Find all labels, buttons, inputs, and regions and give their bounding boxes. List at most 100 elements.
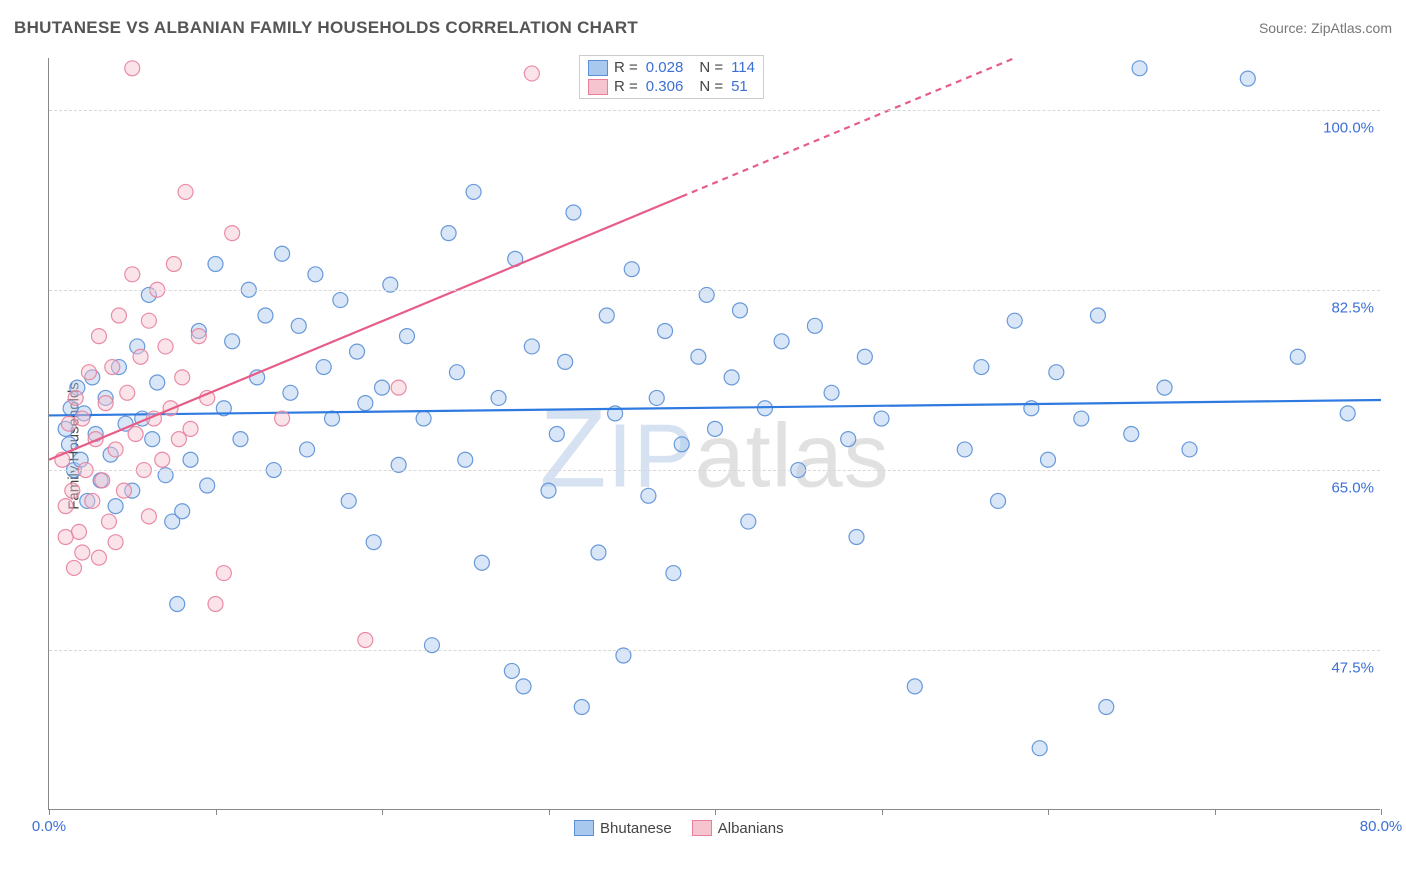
scatter-point xyxy=(341,493,356,508)
scatter-point xyxy=(666,566,681,581)
scatter-point xyxy=(58,499,73,514)
header: BHUTANESE VS ALBANIAN FAMILY HOUSEHOLDS … xyxy=(14,18,1392,38)
gridline xyxy=(49,290,1380,291)
scatter-point xyxy=(283,385,298,400)
scatter-point xyxy=(108,499,123,514)
x-tick-mark xyxy=(715,809,716,815)
legend-stats-row: R =0.306N = 51 xyxy=(586,77,757,96)
scatter-point xyxy=(145,432,160,447)
scatter-point xyxy=(101,514,116,529)
scatter-point xyxy=(624,262,639,277)
legend-series-item: Albanians xyxy=(692,820,784,837)
scatter-point xyxy=(841,432,856,447)
gridline xyxy=(49,470,1380,471)
scatter-point xyxy=(58,530,73,545)
scatter-point xyxy=(466,184,481,199)
scatter-point xyxy=(541,483,556,498)
scatter-point xyxy=(1032,741,1047,756)
scatter-point xyxy=(98,396,113,411)
scatter-point xyxy=(724,370,739,385)
gridline xyxy=(49,650,1380,651)
scatter-point xyxy=(524,66,539,81)
legend-r-value: 0.028 xyxy=(646,59,684,76)
scatter-point xyxy=(111,308,126,323)
scatter-point xyxy=(558,354,573,369)
scatter-point xyxy=(150,375,165,390)
gridline xyxy=(49,110,1380,111)
scatter-point xyxy=(141,313,156,328)
x-tick-mark xyxy=(1048,809,1049,815)
scatter-point xyxy=(874,411,889,426)
scatter-point xyxy=(171,432,186,447)
scatter-point xyxy=(974,360,989,375)
scatter-point xyxy=(1132,61,1147,76)
scatter-point xyxy=(170,596,185,611)
scatter-point xyxy=(175,504,190,519)
scatter-point xyxy=(68,390,83,405)
scatter-point xyxy=(275,246,290,261)
legend-n-value: 51 xyxy=(731,78,748,95)
scatter-point xyxy=(741,514,756,529)
y-tick-label: 82.5% xyxy=(1331,299,1374,316)
scatter-point xyxy=(291,318,306,333)
scatter-point xyxy=(300,442,315,457)
y-tick-label: 65.0% xyxy=(1331,480,1374,497)
scatter-point xyxy=(391,380,406,395)
scatter-point xyxy=(857,349,872,364)
scatter-point xyxy=(1007,313,1022,328)
scatter-point xyxy=(95,473,110,488)
scatter-point xyxy=(957,442,972,457)
scatter-point xyxy=(1090,308,1105,323)
scatter-point xyxy=(65,483,80,498)
scatter-point xyxy=(807,318,822,333)
scatter-point xyxy=(524,339,539,354)
scatter-point xyxy=(225,334,240,349)
scatter-point xyxy=(416,411,431,426)
scatter-point xyxy=(591,545,606,560)
legend-swatch xyxy=(692,820,712,836)
scatter-point xyxy=(191,329,206,344)
chart-source: Source: ZipAtlas.com xyxy=(1259,20,1392,36)
scatter-point xyxy=(732,303,747,318)
scatter-point xyxy=(708,421,723,436)
scatter-point xyxy=(1340,406,1355,421)
scatter-point xyxy=(1049,365,1064,380)
x-tick-mark xyxy=(549,809,550,815)
scatter-point xyxy=(166,257,181,272)
scatter-point xyxy=(183,452,198,467)
scatter-point xyxy=(1041,452,1056,467)
scatter-point xyxy=(175,370,190,385)
legend-swatch xyxy=(574,820,594,836)
scatter-point xyxy=(85,493,100,508)
scatter-point xyxy=(200,478,215,493)
scatter-point xyxy=(1157,380,1172,395)
scatter-point xyxy=(208,257,223,272)
plot-svg xyxy=(49,58,1380,809)
scatter-point xyxy=(208,596,223,611)
scatter-point xyxy=(641,488,656,503)
legend-n-label: N = xyxy=(699,78,723,95)
scatter-point xyxy=(504,663,519,678)
scatter-point xyxy=(449,365,464,380)
scatter-point xyxy=(574,699,589,714)
scatter-point xyxy=(441,226,456,241)
scatter-point xyxy=(225,226,240,241)
scatter-point xyxy=(674,437,689,452)
scatter-point xyxy=(75,411,90,426)
scatter-point xyxy=(158,339,173,354)
x-tick-mark xyxy=(882,809,883,815)
scatter-point xyxy=(128,427,143,442)
scatter-point xyxy=(658,323,673,338)
scatter-point xyxy=(358,633,373,648)
legend-swatch xyxy=(588,79,608,95)
legend-n-value: 114 xyxy=(731,59,755,76)
scatter-point xyxy=(233,432,248,447)
scatter-point xyxy=(1124,427,1139,442)
scatter-point xyxy=(258,308,273,323)
scatter-point xyxy=(333,293,348,308)
regression-line xyxy=(49,400,1381,415)
scatter-point xyxy=(275,411,290,426)
x-tick-mark xyxy=(1381,809,1382,815)
legend-series-label: Albanians xyxy=(718,820,784,837)
scatter-point xyxy=(91,329,106,344)
